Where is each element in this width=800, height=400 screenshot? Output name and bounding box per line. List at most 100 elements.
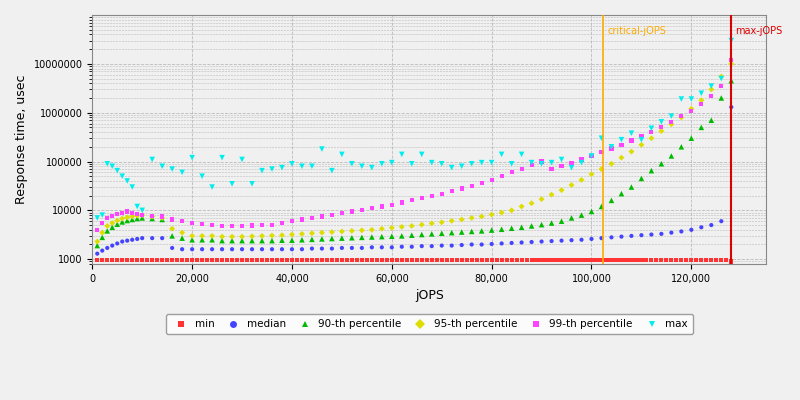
Point [620, 257, 633, 264]
Point [695, 101, 708, 107]
Point [550, 257, 563, 264]
Point [375, 160, 388, 167]
Point [490, 257, 503, 264]
Point [346, 208, 358, 215]
Point [486, 227, 498, 233]
Point [161, 257, 174, 264]
Point [455, 163, 468, 170]
Point [675, 257, 688, 264]
Point [106, 242, 118, 249]
Point [395, 224, 408, 230]
Point [226, 246, 238, 252]
Point [475, 180, 488, 186]
Point [266, 232, 278, 239]
Point [256, 222, 269, 228]
Point [395, 233, 408, 239]
Point [446, 164, 458, 171]
Point [446, 257, 458, 264]
Point [96, 230, 109, 236]
Point [246, 222, 258, 229]
Point [96, 257, 109, 264]
Point [645, 231, 658, 238]
Point [216, 154, 229, 161]
Point [91, 250, 104, 257]
Point [615, 234, 628, 240]
Point [310, 257, 323, 264]
Point [570, 257, 583, 264]
Point [650, 257, 662, 264]
Point [216, 234, 229, 240]
Legend: min, median, 90-th percentile, 95-th percentile, 99-th percentile, max: min, median, 90-th percentile, 95-th per… [166, 314, 693, 334]
Point [116, 209, 129, 216]
Point [565, 257, 578, 264]
Point [106, 163, 118, 170]
Point [375, 257, 388, 264]
Point [486, 241, 498, 247]
Point [590, 257, 603, 264]
Point [545, 220, 558, 226]
Point [136, 212, 149, 218]
Point [386, 160, 398, 166]
Point [335, 210, 348, 216]
Point [355, 227, 368, 234]
Point [306, 257, 318, 264]
Point [525, 162, 538, 168]
Point [446, 242, 458, 249]
Point [475, 213, 488, 220]
Point [350, 257, 363, 264]
Point [216, 257, 229, 264]
Point [406, 257, 418, 264]
Point [410, 257, 423, 264]
Point [700, 257, 713, 264]
Point [565, 215, 578, 221]
Point [136, 207, 149, 214]
Point [116, 219, 129, 225]
Point [415, 222, 428, 228]
Point [346, 234, 358, 241]
Point [101, 245, 114, 251]
Point [695, 224, 708, 230]
Point [315, 230, 328, 236]
Point [455, 242, 468, 248]
Point [595, 203, 608, 210]
Point [435, 257, 448, 264]
Point [545, 238, 558, 244]
Point [665, 230, 678, 236]
Point [206, 246, 218, 252]
Point [545, 192, 558, 198]
Point [386, 202, 398, 208]
Point [440, 257, 453, 264]
Point [595, 235, 608, 241]
Point [486, 211, 498, 218]
Point [725, 78, 738, 84]
Point [515, 257, 528, 264]
Point [275, 232, 288, 238]
Point [236, 238, 249, 244]
Point [156, 216, 169, 223]
Point [146, 156, 158, 163]
Point [266, 257, 278, 264]
Point [675, 113, 688, 119]
Point [695, 257, 708, 264]
Text: max-jOPS: max-jOPS [735, 26, 782, 36]
Point [315, 245, 328, 252]
Point [585, 153, 598, 159]
Point [725, 258, 738, 265]
Point [610, 257, 623, 264]
Point [426, 243, 438, 249]
Point [645, 257, 658, 264]
Point [495, 257, 508, 264]
Point [515, 203, 528, 210]
Point [625, 137, 638, 144]
Point [635, 136, 648, 143]
Point [121, 178, 134, 184]
Point [515, 239, 528, 246]
Point [555, 218, 568, 224]
Point [446, 218, 458, 224]
Point [426, 231, 438, 237]
Point [665, 119, 678, 125]
Point [625, 233, 638, 239]
Point [545, 257, 558, 264]
Point [116, 215, 129, 222]
Point [585, 208, 598, 215]
